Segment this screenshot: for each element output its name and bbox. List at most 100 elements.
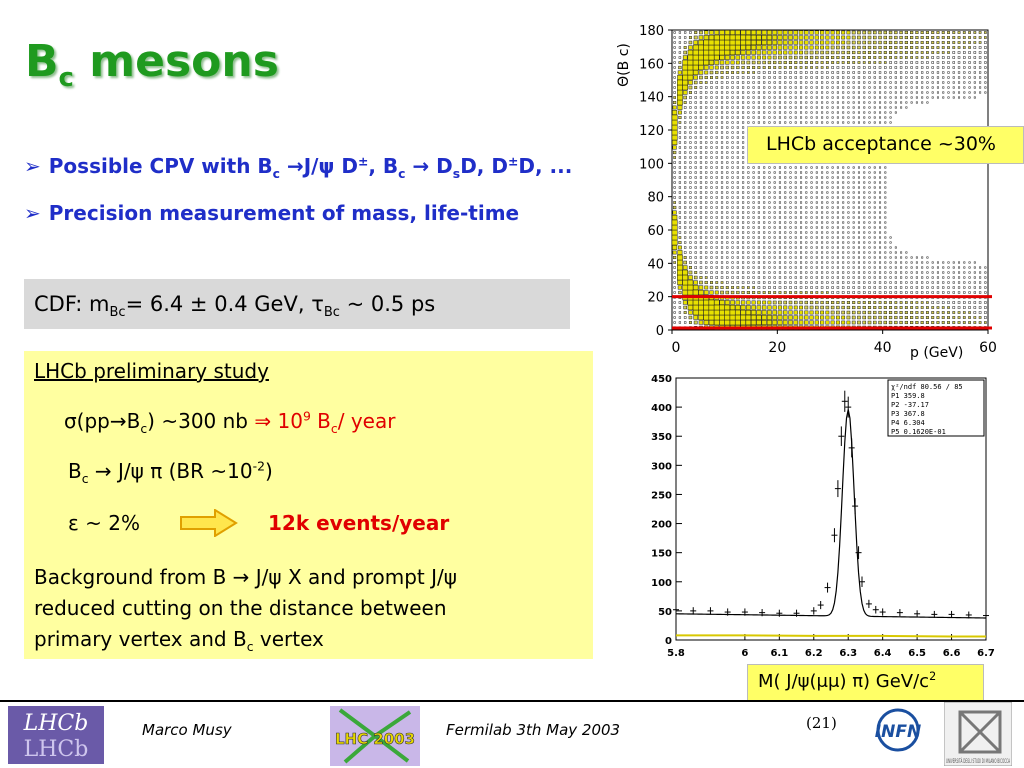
- heatmap-cell: [852, 101, 855, 104]
- heatmap-cell: [825, 305, 830, 310]
- heatmap-cell: [873, 101, 876, 104]
- heatmap-cell: [873, 111, 876, 114]
- heatmap-cell: [947, 306, 950, 309]
- heatmap-cell: [710, 106, 713, 109]
- heatmap-cell: [805, 191, 808, 194]
- heatmap-cell: [783, 45, 788, 50]
- heatmap-cell: [873, 320, 877, 325]
- heatmap-cell: [768, 261, 771, 264]
- heatmap-cell: [963, 301, 966, 304]
- heatmap-cell: [831, 176, 834, 179]
- heatmap-cell: [931, 46, 935, 49]
- heatmap-cell: [868, 276, 871, 279]
- heatmap-cell: [830, 320, 835, 325]
- heatmap-cell: [678, 65, 682, 70]
- heatmap-cell: [936, 56, 940, 59]
- heatmap-cell: [979, 281, 982, 284]
- heatmap-cell: [836, 106, 839, 109]
- heatmap-cell: [789, 226, 792, 229]
- heatmap-cell: [835, 30, 840, 35]
- heatmap-cell: [705, 126, 708, 129]
- heatmap-cell: [673, 301, 676, 304]
- heatmap-cell: [719, 314, 725, 321]
- heatmap-cell: [884, 256, 887, 259]
- heatmap-cell: [962, 31, 966, 34]
- heatmap-cell: [831, 76, 834, 79]
- mass-xtick-label: 6.7: [977, 648, 995, 659]
- heatmap-cell: [836, 116, 839, 119]
- heatmap-cell: [963, 91, 966, 94]
- heatmap-cell: [847, 256, 850, 259]
- heatmap-cell: [698, 299, 704, 306]
- heatmap-cell: [936, 321, 940, 324]
- heatmap-cell: [868, 76, 871, 79]
- heatmap-cell: [742, 146, 745, 149]
- heatmap-cell: [726, 271, 729, 274]
- heatmap-cell: [752, 166, 755, 169]
- heatmap-cell: [699, 166, 703, 169]
- heatmap-cell: [915, 51, 919, 54]
- heatmap-cell: [752, 286, 755, 289]
- heatmap-cell: [731, 186, 734, 189]
- heatmap-cell: [752, 101, 755, 104]
- heatmap-cell: [741, 76, 745, 79]
- heatmap-cell: [705, 151, 708, 154]
- heatmap-cell: [719, 44, 725, 51]
- heatmap-ytick-label: 100: [639, 157, 664, 172]
- heatmap-cell: [731, 216, 734, 219]
- heatmap-cell: [900, 86, 903, 89]
- heatmap-cell: [689, 96, 692, 99]
- heatmap-cell: [736, 111, 739, 114]
- heatmap-cell: [868, 71, 871, 74]
- heatmap-cell: [692, 299, 699, 306]
- heatmap-cell: [868, 186, 871, 189]
- heatmap-cell: [963, 81, 966, 84]
- heatmap-cell: [873, 310, 877, 315]
- heatmap-cell: [805, 206, 808, 209]
- heatmap-cell: [957, 321, 961, 324]
- heatmap-cell: [889, 81, 892, 84]
- heatmap-cell: [773, 96, 776, 99]
- fit-stats-line: P5 0.1620E-01: [891, 428, 946, 436]
- heatmap-cell: [973, 286, 976, 289]
- heatmap-cell: [742, 261, 745, 264]
- heatmap-cell: [799, 286, 803, 289]
- heatmap-cell: [778, 101, 782, 104]
- heatmap-cell: [947, 31, 950, 34]
- heatmap-cell: [778, 76, 782, 79]
- heatmap-cell: [784, 111, 787, 114]
- heatmap-cell: [847, 286, 850, 289]
- heatmap-cell: [826, 116, 829, 119]
- heatmap-cell: [677, 285, 683, 290]
- heatmap-cell: [694, 111, 697, 114]
- heatmap-cell: [836, 271, 839, 274]
- heatmap-cell: [820, 76, 824, 79]
- heatmap-cell: [794, 101, 797, 104]
- heatmap-cell: [736, 161, 739, 164]
- heatmap-cell: [973, 91, 976, 94]
- heatmap-cell: [942, 96, 945, 99]
- heatmap-cell: [684, 231, 687, 234]
- heatmap-cell: [984, 316, 987, 319]
- heatmap-cell: [842, 181, 845, 184]
- heatmap-cell: [905, 66, 908, 69]
- heatmap-cell: [883, 35, 887, 40]
- heatmap-cell: [847, 251, 850, 254]
- heatmap-cell: [720, 221, 724, 224]
- heatmap-cell: [778, 206, 782, 209]
- heatmap-cell: [810, 206, 813, 209]
- heatmap-cell: [894, 71, 898, 74]
- heatmap-cell: [889, 306, 893, 309]
- svg-text:LHC 2003: LHC 2003: [335, 730, 415, 748]
- heatmap-cell: [936, 36, 940, 39]
- heatmap-cell: [715, 101, 718, 104]
- heatmap-cell: [752, 271, 755, 274]
- heatmap-cell: [905, 281, 908, 284]
- heatmap-cell: [705, 171, 708, 174]
- heatmap-cell: [699, 126, 703, 129]
- heatmap-cell: [763, 196, 766, 199]
- heatmap-cell: [821, 211, 824, 214]
- heatmap-cell: [884, 261, 887, 264]
- heatmap-cell: [720, 241, 724, 244]
- heatmap-cell: [789, 176, 792, 179]
